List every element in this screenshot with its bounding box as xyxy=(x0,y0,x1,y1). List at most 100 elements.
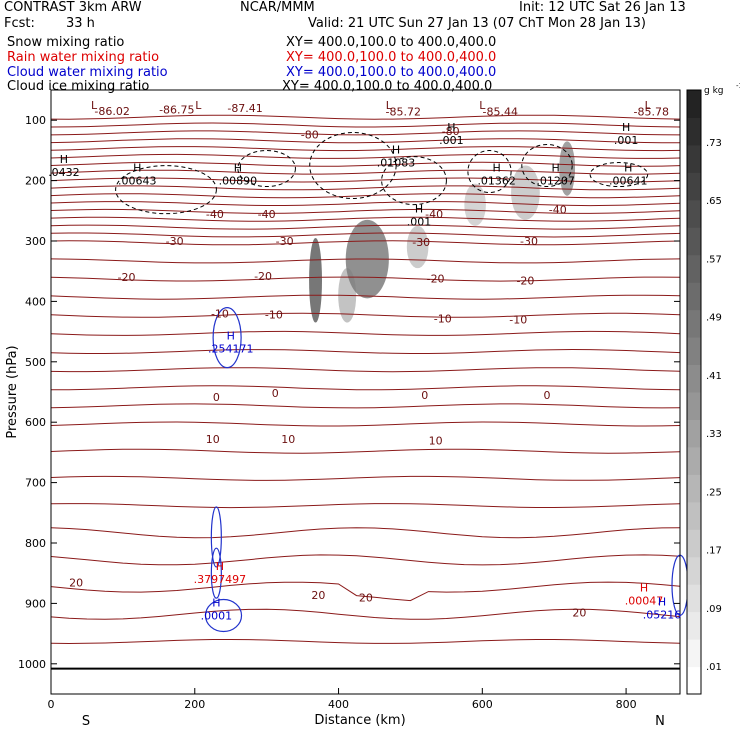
colorbar-segment-5 xyxy=(687,529,701,558)
colorbar-segment-2 xyxy=(687,611,701,640)
high-value-label: .0432 xyxy=(48,166,80,179)
contour-label: 10 xyxy=(281,433,295,446)
theta-contour-23 xyxy=(50,367,681,373)
theta-contour-3 xyxy=(50,138,680,144)
high-value-label: .001 xyxy=(614,134,639,147)
theta-contour-21 xyxy=(50,330,681,336)
cloud-water-contour-2 xyxy=(210,547,222,599)
x-tick-label: 0 xyxy=(48,698,55,711)
contour-label: -40 xyxy=(258,208,276,221)
high-marker: H xyxy=(227,330,235,343)
y-axis-label: Pressure (hPa) xyxy=(5,345,20,438)
cloud-ice-outline-4 xyxy=(467,150,512,194)
high-marker: H xyxy=(234,162,242,175)
high-marker: H xyxy=(658,595,666,608)
colorbar-label: .01 xyxy=(706,662,722,673)
high-marker: H xyxy=(640,581,648,594)
colorbar-segment-11 xyxy=(687,364,701,393)
colorbar-segment-16 xyxy=(687,227,701,256)
fcst-label: Fcst: xyxy=(4,16,35,31)
theta-contour-0 xyxy=(50,114,681,120)
contour-label: -10 xyxy=(211,307,229,320)
cloud-ice-outline-3 xyxy=(381,156,447,206)
model-title: CONTRAST 3km ARW xyxy=(4,0,142,15)
theta-contour-4 xyxy=(50,146,681,152)
theta-contour-33 xyxy=(50,608,681,620)
colorbar-segment-19 xyxy=(687,144,701,173)
cloud-ice-contours xyxy=(115,132,649,215)
theta-contour-20 xyxy=(50,312,681,318)
temperature-contours xyxy=(50,114,681,645)
theta-contour-19 xyxy=(50,294,681,300)
shade-cell-0 xyxy=(309,237,323,323)
colorbar-label: .25 xyxy=(706,487,722,498)
colorbar-label: .09 xyxy=(706,604,722,615)
cloud-ice-outline-2 xyxy=(309,132,397,199)
contour-label: -20 xyxy=(427,272,445,285)
cloud-water-contour-1 xyxy=(210,506,222,568)
colorbar-segment-12 xyxy=(687,337,701,366)
colorbar-label: .57 xyxy=(706,254,722,265)
theta-contour-24 xyxy=(50,385,681,391)
y-tick-label: 800 xyxy=(25,537,46,550)
low-value-label: -85.78 xyxy=(634,106,669,119)
high-marker: H xyxy=(622,121,630,134)
theta-contour-7 xyxy=(50,169,681,175)
theta-contour-26 xyxy=(50,421,681,427)
org-label: NCAR/MMM xyxy=(240,0,315,15)
cloud-ice-outline-5 xyxy=(521,144,573,187)
shade-cell-6 xyxy=(559,141,576,196)
contour-label: -40 xyxy=(425,208,443,221)
x-tick-label: 800 xyxy=(616,698,637,711)
colorbar-segment-9 xyxy=(687,419,701,448)
colorbar-segment-4 xyxy=(687,556,701,585)
contour-label: -10 xyxy=(265,309,283,322)
high-marker: H xyxy=(493,162,501,175)
colorbar-segment-6 xyxy=(687,501,701,530)
colorbar-segment-7 xyxy=(687,474,701,503)
x-end-label-south: S xyxy=(82,714,90,729)
contour-label: -30 xyxy=(276,235,294,248)
theta-contour-12 xyxy=(50,208,681,214)
colorbar-segment-10 xyxy=(687,392,701,420)
contour-label: -20 xyxy=(516,274,534,287)
theta-contour-22 xyxy=(50,348,681,354)
theta-contour-30 xyxy=(50,527,681,539)
theta-contour-2 xyxy=(50,130,681,136)
contour-label: 0 xyxy=(213,391,220,404)
contour-label: -10 xyxy=(434,312,452,325)
theta-contour-34 xyxy=(50,639,681,645)
low-marker: L xyxy=(386,99,393,112)
cloud-ice-outline-6 xyxy=(589,162,649,188)
colorbar-segment-0 xyxy=(687,666,701,695)
high-marker: H xyxy=(415,203,423,216)
colorbar-label: .33 xyxy=(706,429,722,440)
y-tick-label: 1000 xyxy=(18,658,46,671)
contour-label: 0 xyxy=(272,387,279,400)
contour-label: 10 xyxy=(206,433,220,446)
theta-contour-1 xyxy=(50,122,681,128)
field-cloudwater-xy: XY= 400.0,100.0 to 400.0,400.0 xyxy=(286,65,497,80)
contour-label: 20 xyxy=(69,576,83,589)
contour-label: 0 xyxy=(421,389,428,402)
low-value-label: -85.44 xyxy=(483,106,518,119)
contour-label: 20 xyxy=(572,606,586,619)
low-value-label: -87.41 xyxy=(227,102,262,115)
theta-contour-8 xyxy=(50,177,681,183)
low-value-label: -85.72 xyxy=(386,106,421,119)
theta-contour-18 xyxy=(50,276,681,282)
contour-label: -20 xyxy=(254,270,272,283)
x-tick-label: 400 xyxy=(328,698,349,711)
colorbar-segment-21 xyxy=(687,90,701,118)
colorbar-segment-1 xyxy=(687,639,701,668)
high-value-label: .01083 xyxy=(377,156,416,169)
theta-contour-17 xyxy=(50,258,681,264)
theta-contour-9 xyxy=(50,185,681,191)
cloud-water-contour-0 xyxy=(212,307,242,369)
low-value-label: -86.75 xyxy=(159,103,194,116)
field-rain-xy: XY= 400.0,100.0 to 400.0,400.0 xyxy=(286,50,497,65)
low-marker: L xyxy=(91,99,98,112)
low-marker: L xyxy=(195,99,202,112)
theta-contour-13 xyxy=(50,216,681,222)
